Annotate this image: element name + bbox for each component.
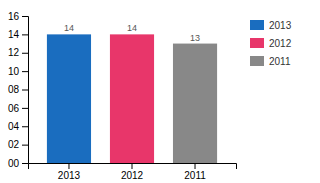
y-tick-label: 04 <box>8 121 20 132</box>
y-tick-label: 14 <box>8 29 20 40</box>
data-labels: 14 14 13 <box>64 23 200 42</box>
data-label: 14 <box>127 23 137 33</box>
bars <box>47 34 217 163</box>
y-tick-label: 08 <box>8 84 20 95</box>
legend-item: 2012 <box>250 38 292 49</box>
x-tick-label: 2013 <box>58 170 81 181</box>
legend-label: 2011 <box>269 56 291 67</box>
x-tick: 2012 <box>121 163 144 181</box>
y-tick-label: 12 <box>8 47 20 58</box>
legend-label: 2013 <box>269 20 292 31</box>
legend-swatch <box>250 20 264 30</box>
y-tick-label: 00 <box>8 158 20 169</box>
x-tick-mark <box>132 163 133 169</box>
legend-item: 2013 <box>250 20 292 31</box>
data-label: 14 <box>64 23 74 33</box>
y-tick-mark <box>22 108 28 109</box>
y-tick-mark <box>22 71 28 72</box>
x-tick: 2013 <box>58 163 81 181</box>
y-tick-mark <box>22 34 28 35</box>
y-tick: 12 <box>8 47 28 58</box>
chart-container: 00 02 04 06 08 10 12 14 16 2013 2012 2011 14 14 13 2013… <box>0 0 320 183</box>
y-tick-label: 06 <box>8 103 20 114</box>
y-tick-mark <box>22 90 28 91</box>
legend-item: 2011 <box>250 56 291 67</box>
y-tick: 08 <box>8 84 28 95</box>
legend-swatch <box>250 56 264 66</box>
y-tick-label: 10 <box>8 66 20 77</box>
x-axis: 2013 2012 2011 <box>29 163 237 181</box>
chart: 00 02 04 06 08 10 12 14 16 2013 2012 2011 14 14 13 2013… <box>0 0 320 183</box>
bar <box>173 44 217 163</box>
x-tick-mark <box>68 163 69 169</box>
y-tick-mark <box>22 126 28 127</box>
y-tick: 00 <box>8 158 28 169</box>
y-tick-mark <box>22 16 28 17</box>
legend-swatch <box>250 38 264 48</box>
y-axis: 00 02 04 06 08 10 12 14 16 <box>8 11 29 169</box>
y-tick-label: 02 <box>8 139 20 150</box>
data-label: 13 <box>190 33 200 43</box>
y-tick: 16 <box>8 11 28 22</box>
y-tick: 14 <box>8 29 28 40</box>
y-tick: 04 <box>8 121 28 132</box>
plot: 00 02 04 06 08 10 12 14 16 2013 2012 2011 14 14 13 <box>8 11 237 181</box>
y-tick-mark <box>22 53 28 54</box>
x-tick: 2011 <box>184 163 206 181</box>
x-tick-label: 2012 <box>121 170 144 181</box>
y-tick-mark <box>22 145 28 146</box>
y-tick: 06 <box>8 103 28 114</box>
legend-label: 2012 <box>269 38 292 49</box>
bar <box>110 34 154 163</box>
y-tick-mark <box>22 163 28 164</box>
legend: 2013 2012 2011 <box>250 20 292 67</box>
x-axis-line <box>29 164 237 170</box>
y-tick-label: 16 <box>8 11 20 22</box>
bar <box>47 34 91 163</box>
y-tick: 02 <box>8 139 28 150</box>
x-tick-label: 2011 <box>184 170 206 181</box>
y-tick: 10 <box>8 66 28 77</box>
y-axis-line <box>22 17 29 164</box>
x-tick-mark <box>195 163 196 169</box>
